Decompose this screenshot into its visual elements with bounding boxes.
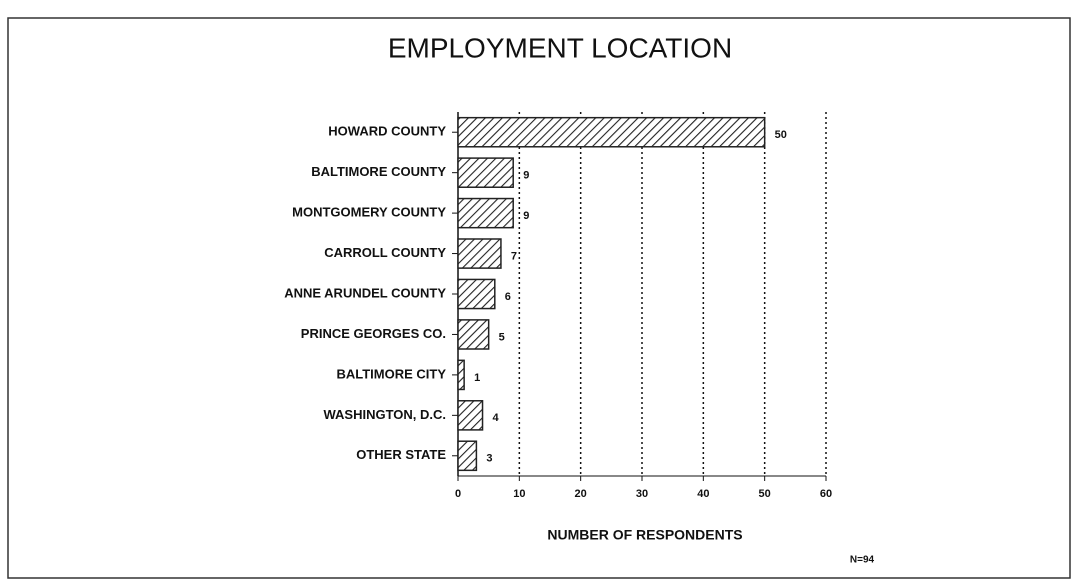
x-tick-label: 20 [575, 488, 587, 500]
y-tick-label: OTHER STATE [356, 447, 446, 462]
x-axis-title: NUMBER OF RESPONDENTS [547, 527, 742, 543]
bar [457, 359, 465, 391]
y-tick-label: MONTGOMERY COUNTY [292, 205, 446, 220]
value-label: 9 [523, 170, 529, 182]
value-label: 3 [486, 453, 492, 465]
x-tick-label: 10 [513, 488, 525, 500]
bar [457, 440, 478, 472]
y-tick-label: CARROLL COUNTY [324, 245, 446, 260]
x-tick-label: 50 [759, 488, 771, 500]
bar [457, 197, 514, 229]
y-tick-label: HOWARD COUNTY [328, 124, 446, 139]
bar [457, 319, 490, 350]
bar [457, 116, 766, 148]
y-tick-label: WASHINGTON, D.C. [323, 407, 446, 422]
frame [7, 17, 1071, 579]
value-label: 1 [474, 372, 480, 384]
x-tick-label: 60 [820, 488, 832, 500]
y-tick-label: BALTIMORE CITY [336, 366, 446, 381]
y-tick-label: BALTIMORE COUNTY [311, 164, 446, 179]
x-tick-label: 40 [697, 488, 709, 500]
bar [457, 238, 502, 269]
value-label: 7 [511, 250, 517, 262]
y-tick-label: ANNE ARUNDEL COUNTY [284, 285, 446, 300]
chart-title: EMPLOYMENT LOCATION [388, 32, 732, 63]
value-label: 4 [493, 412, 500, 424]
x-tick-label: 30 [636, 488, 648, 500]
value-label: 5 [499, 331, 505, 343]
x-tick-label: 0 [455, 488, 461, 500]
value-label: 50 [775, 129, 787, 141]
annotation: N=94 [850, 555, 875, 566]
value-label: 6 [505, 291, 511, 303]
y-tick-label: PRINCE GEORGES CO. [301, 326, 446, 341]
bar [457, 157, 514, 188]
value-label: 9 [523, 210, 529, 222]
bar [457, 400, 484, 431]
bar [457, 278, 496, 310]
